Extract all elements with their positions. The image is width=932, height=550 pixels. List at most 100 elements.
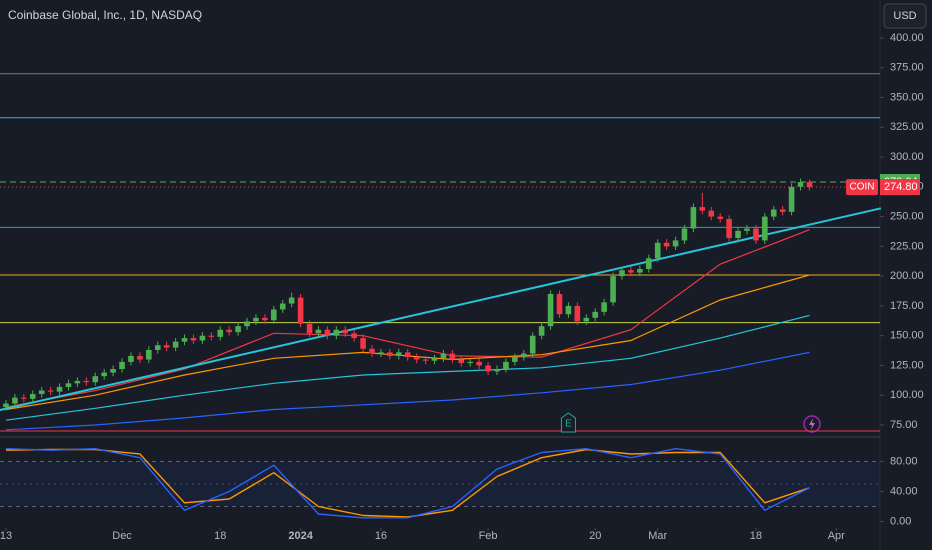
alert-bolt bbox=[809, 418, 815, 430]
candle-body bbox=[699, 207, 706, 211]
candle-body bbox=[717, 216, 723, 219]
y-tick-label: 300.00 bbox=[890, 151, 924, 163]
candle-body bbox=[154, 345, 161, 350]
y-tick-label: 175.00 bbox=[890, 300, 924, 312]
alert-icon[interactable] bbox=[803, 415, 821, 433]
candle-body bbox=[654, 242, 661, 259]
y-tick-label: 350.00 bbox=[890, 91, 924, 103]
candle-body bbox=[74, 380, 81, 384]
candle-body bbox=[404, 352, 411, 358]
y-tick-label: 75.00 bbox=[890, 419, 918, 431]
candle-body bbox=[806, 182, 813, 188]
candle-body bbox=[387, 352, 393, 356]
candle-body bbox=[556, 294, 563, 315]
candle-body bbox=[637, 269, 643, 273]
candle-body bbox=[369, 348, 375, 354]
earnings-label: E bbox=[565, 419, 572, 430]
candle-body bbox=[735, 230, 741, 239]
candle-body bbox=[172, 341, 179, 348]
x-tick-label: 13 bbox=[0, 530, 12, 542]
candle-body bbox=[181, 338, 188, 342]
candle-body bbox=[485, 365, 491, 372]
candle-body bbox=[253, 317, 259, 322]
candle-body bbox=[47, 390, 54, 392]
candle-body bbox=[110, 369, 116, 373]
symbol-label: COIN bbox=[850, 182, 875, 193]
candle-body bbox=[529, 335, 536, 354]
candle-body bbox=[137, 355, 143, 360]
trendline bbox=[0, 207, 882, 412]
candle-body bbox=[619, 270, 625, 277]
candle-body bbox=[431, 358, 438, 361]
candle-body bbox=[547, 294, 554, 327]
candle-body bbox=[413, 357, 420, 360]
candle-body bbox=[208, 335, 215, 337]
x-tick-label: 18 bbox=[214, 530, 226, 542]
candle-body bbox=[476, 361, 482, 366]
moving-average bbox=[5, 351, 810, 431]
candle-body bbox=[29, 394, 36, 399]
candle-body bbox=[610, 276, 616, 303]
candle-body bbox=[628, 270, 634, 273]
candle-body bbox=[690, 207, 697, 229]
candle-body bbox=[708, 210, 715, 217]
candle-body bbox=[297, 297, 304, 324]
y-tick-label: 150.00 bbox=[890, 330, 924, 342]
candle-body bbox=[342, 329, 349, 334]
candle-body bbox=[217, 329, 224, 337]
close-price-box bbox=[880, 179, 920, 196]
candle-body bbox=[306, 323, 313, 334]
candle-body bbox=[38, 390, 45, 395]
candle-body bbox=[12, 397, 18, 404]
stoch-y-tick-label: 40.00 bbox=[890, 485, 918, 497]
candle-body bbox=[146, 349, 152, 360]
candle-body bbox=[244, 321, 250, 327]
candle-body bbox=[797, 182, 804, 187]
candle-body bbox=[520, 353, 527, 358]
candle-body bbox=[128, 355, 134, 362]
candle-body bbox=[3, 403, 9, 408]
candle-body bbox=[163, 345, 170, 348]
currency-label[interactable]: USD bbox=[893, 10, 916, 22]
candle-body bbox=[315, 329, 322, 334]
candle-body bbox=[503, 361, 509, 370]
candle-body bbox=[92, 376, 99, 383]
candle-body bbox=[101, 372, 107, 377]
symbol-box bbox=[846, 179, 878, 196]
candle-body bbox=[378, 352, 384, 354]
candle-body bbox=[324, 329, 331, 336]
x-tick-label: Dec bbox=[112, 530, 132, 542]
candle-body bbox=[279, 303, 286, 310]
candle-body bbox=[83, 380, 90, 383]
y-tick-label: 400.00 bbox=[890, 32, 924, 44]
y-tick-label: 375.00 bbox=[890, 62, 924, 74]
candle-body bbox=[440, 353, 447, 359]
x-tick-label: 20 bbox=[589, 530, 601, 542]
candle-body bbox=[601, 302, 607, 312]
y-tick-label: 250.00 bbox=[890, 211, 924, 223]
candle-body bbox=[538, 326, 545, 336]
candle-body bbox=[235, 326, 241, 333]
stoch-k-line bbox=[5, 448, 810, 519]
candle-body bbox=[512, 357, 518, 362]
moving-average bbox=[5, 229, 810, 408]
y-tick-label: 200.00 bbox=[890, 270, 924, 282]
candle-body bbox=[190, 338, 197, 341]
candle-body bbox=[645, 258, 652, 270]
candle-body bbox=[672, 240, 679, 247]
x-tick-label: Feb bbox=[479, 530, 498, 542]
x-tick-label: Apr bbox=[828, 530, 845, 542]
stoch-y-tick-label: 80.00 bbox=[890, 455, 918, 467]
candle-body bbox=[458, 359, 465, 364]
candle-body bbox=[21, 397, 27, 399]
currency-button[interactable] bbox=[883, 3, 927, 29]
candle-body bbox=[583, 317, 590, 322]
candle-body bbox=[467, 361, 474, 364]
x-tick-label: 16 bbox=[375, 530, 387, 542]
x-tick-label: 2024 bbox=[288, 530, 313, 542]
candle-body bbox=[744, 228, 750, 231]
x-tick-label: 18 bbox=[750, 530, 762, 542]
candle-body bbox=[449, 353, 456, 360]
y-tick-label: 325.00 bbox=[890, 121, 924, 133]
